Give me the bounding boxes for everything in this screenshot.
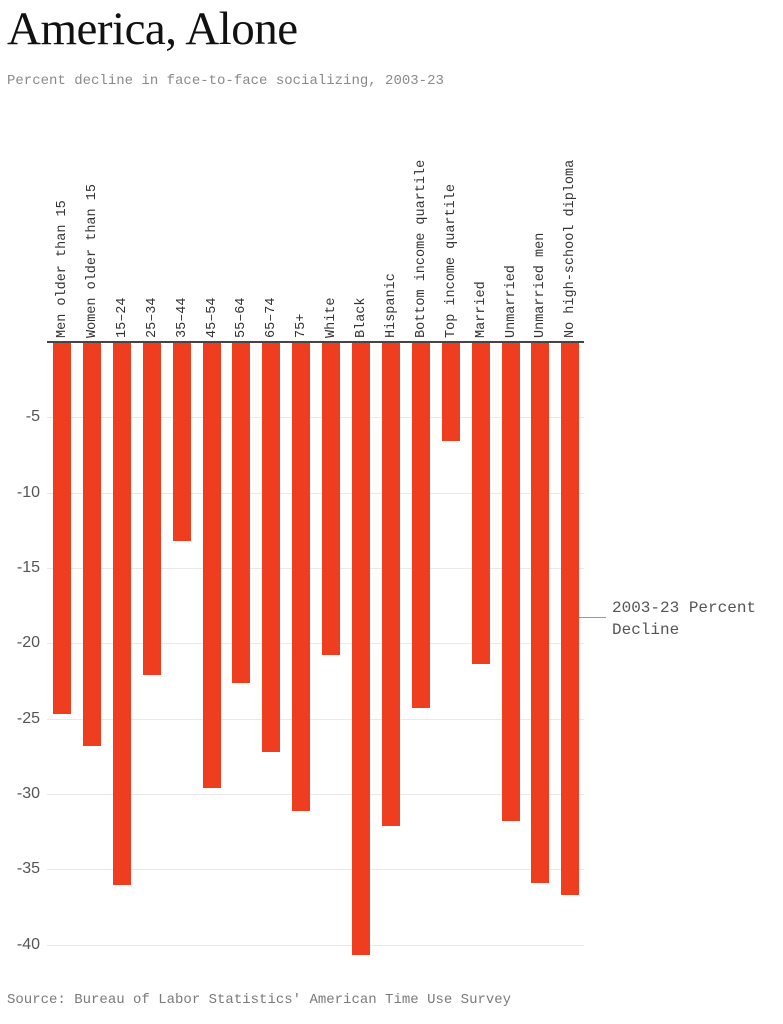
x-category-label: 15–24 xyxy=(115,297,130,338)
bar[interactable] xyxy=(143,342,161,675)
gridline xyxy=(47,869,584,870)
y-tick-label: -40 xyxy=(16,935,40,953)
y-tick-label: -10 xyxy=(16,483,40,501)
x-category-label: 25–34 xyxy=(145,297,160,338)
bar[interactable] xyxy=(83,342,101,746)
x-category-label: 75+ xyxy=(294,313,309,338)
x-category-label: No high-school diploma xyxy=(563,159,578,338)
x-category-label: White xyxy=(324,297,339,338)
x-category-label: Top income quartile xyxy=(444,184,459,338)
x-category-label: Men older than 15 xyxy=(55,200,70,338)
y-tick-label: -35 xyxy=(16,860,40,878)
x-category-label: Hispanic xyxy=(384,273,399,338)
bar[interactable] xyxy=(262,342,280,752)
gridline xyxy=(47,417,584,418)
bar[interactable] xyxy=(382,342,400,826)
bar[interactable] xyxy=(352,342,370,955)
bar[interactable] xyxy=(531,342,549,883)
zero-axis-line xyxy=(47,341,584,343)
x-category-label: Women older than 15 xyxy=(85,184,100,338)
bar[interactable] xyxy=(472,342,490,664)
bar[interactable] xyxy=(113,342,131,885)
x-category-label: 55–64 xyxy=(234,297,249,338)
x-category-label: 35–44 xyxy=(175,297,190,338)
bar[interactable] xyxy=(292,342,310,811)
bar[interactable] xyxy=(53,342,71,714)
series-legend-label: 2003-23 Percent Decline xyxy=(612,599,757,639)
y-tick-label: -30 xyxy=(16,785,40,803)
bar[interactable] xyxy=(322,342,340,655)
y-tick-label: -20 xyxy=(16,634,40,652)
x-category-label: Black xyxy=(354,297,369,338)
gridline xyxy=(47,945,584,946)
x-category-label: Married xyxy=(474,281,489,338)
bar[interactable] xyxy=(561,342,579,895)
bar[interactable] xyxy=(412,342,430,708)
chart-subtitle: Percent decline in face-to-face socializ… xyxy=(7,73,444,89)
gridline xyxy=(47,568,584,569)
source-note: Source: Bureau of Labor Statistics' Amer… xyxy=(7,992,512,1008)
y-tick-label: -5 xyxy=(25,408,40,426)
bar[interactable] xyxy=(502,342,520,821)
bar[interactable] xyxy=(173,342,191,541)
chart-title: America, Alone xyxy=(7,3,298,55)
y-tick-label: -15 xyxy=(16,559,40,577)
bar[interactable] xyxy=(232,342,250,683)
gridline xyxy=(47,719,584,720)
bar[interactable] xyxy=(203,342,221,788)
bar[interactable] xyxy=(442,342,460,441)
y-tick-label: -25 xyxy=(16,709,40,727)
x-category-label: Bottom income quartile xyxy=(414,159,429,338)
x-category-label: 45–54 xyxy=(205,297,220,338)
gridline xyxy=(47,493,584,494)
x-category-label: Unmarried xyxy=(504,265,519,338)
legend-leader-line xyxy=(579,617,606,618)
x-category-label: 65–74 xyxy=(264,297,279,338)
x-category-label: Unmarried men xyxy=(533,232,548,338)
gridline xyxy=(47,794,584,795)
gridline xyxy=(47,643,584,644)
